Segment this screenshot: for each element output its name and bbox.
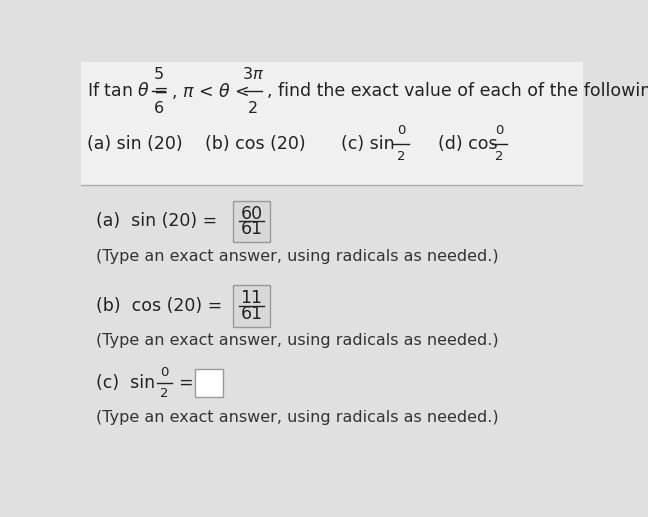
FancyBboxPatch shape (195, 369, 223, 397)
Text: 0: 0 (397, 124, 405, 137)
Text: 60: 60 (240, 205, 262, 223)
Text: (b) cos (20): (b) cos (20) (205, 135, 306, 154)
Text: $3\pi$: $3\pi$ (242, 66, 264, 82)
Text: (b)  cos (20) =: (b) cos (20) = (97, 297, 228, 315)
Text: 0: 0 (161, 366, 169, 379)
Text: 6: 6 (154, 100, 163, 115)
Text: (d) cos: (d) cos (437, 135, 497, 154)
Text: 61: 61 (240, 220, 262, 238)
Text: 2: 2 (248, 100, 258, 115)
Text: =: = (178, 374, 192, 392)
Text: If tan $\theta$ =: If tan $\theta$ = (87, 82, 170, 100)
Text: (c) sin: (c) sin (341, 135, 394, 154)
Text: , $\pi$ < $\theta$ <: , $\pi$ < $\theta$ < (171, 81, 251, 101)
FancyBboxPatch shape (233, 201, 270, 242)
Text: 61: 61 (240, 305, 262, 323)
Text: 2: 2 (397, 150, 406, 163)
FancyBboxPatch shape (81, 62, 583, 185)
Text: , find the exact value of each of the following.: , find the exact value of each of the fo… (267, 82, 648, 100)
Text: (Type an exact answer, using radicals as needed.): (Type an exact answer, using radicals as… (97, 249, 499, 264)
Text: (Type an exact answer, using radicals as needed.): (Type an exact answer, using radicals as… (97, 410, 499, 425)
Text: 5: 5 (154, 67, 163, 82)
Text: 2: 2 (161, 387, 169, 400)
Text: 2: 2 (495, 150, 503, 163)
Text: (a) sin (20): (a) sin (20) (87, 135, 183, 154)
Text: (a)  sin (20) =: (a) sin (20) = (97, 212, 224, 231)
FancyBboxPatch shape (233, 285, 270, 327)
Text: (c)  sin: (c) sin (97, 374, 156, 392)
Text: 11: 11 (240, 290, 262, 308)
Text: (Type an exact answer, using radicals as needed.): (Type an exact answer, using radicals as… (97, 333, 499, 348)
Text: 0: 0 (495, 124, 503, 137)
